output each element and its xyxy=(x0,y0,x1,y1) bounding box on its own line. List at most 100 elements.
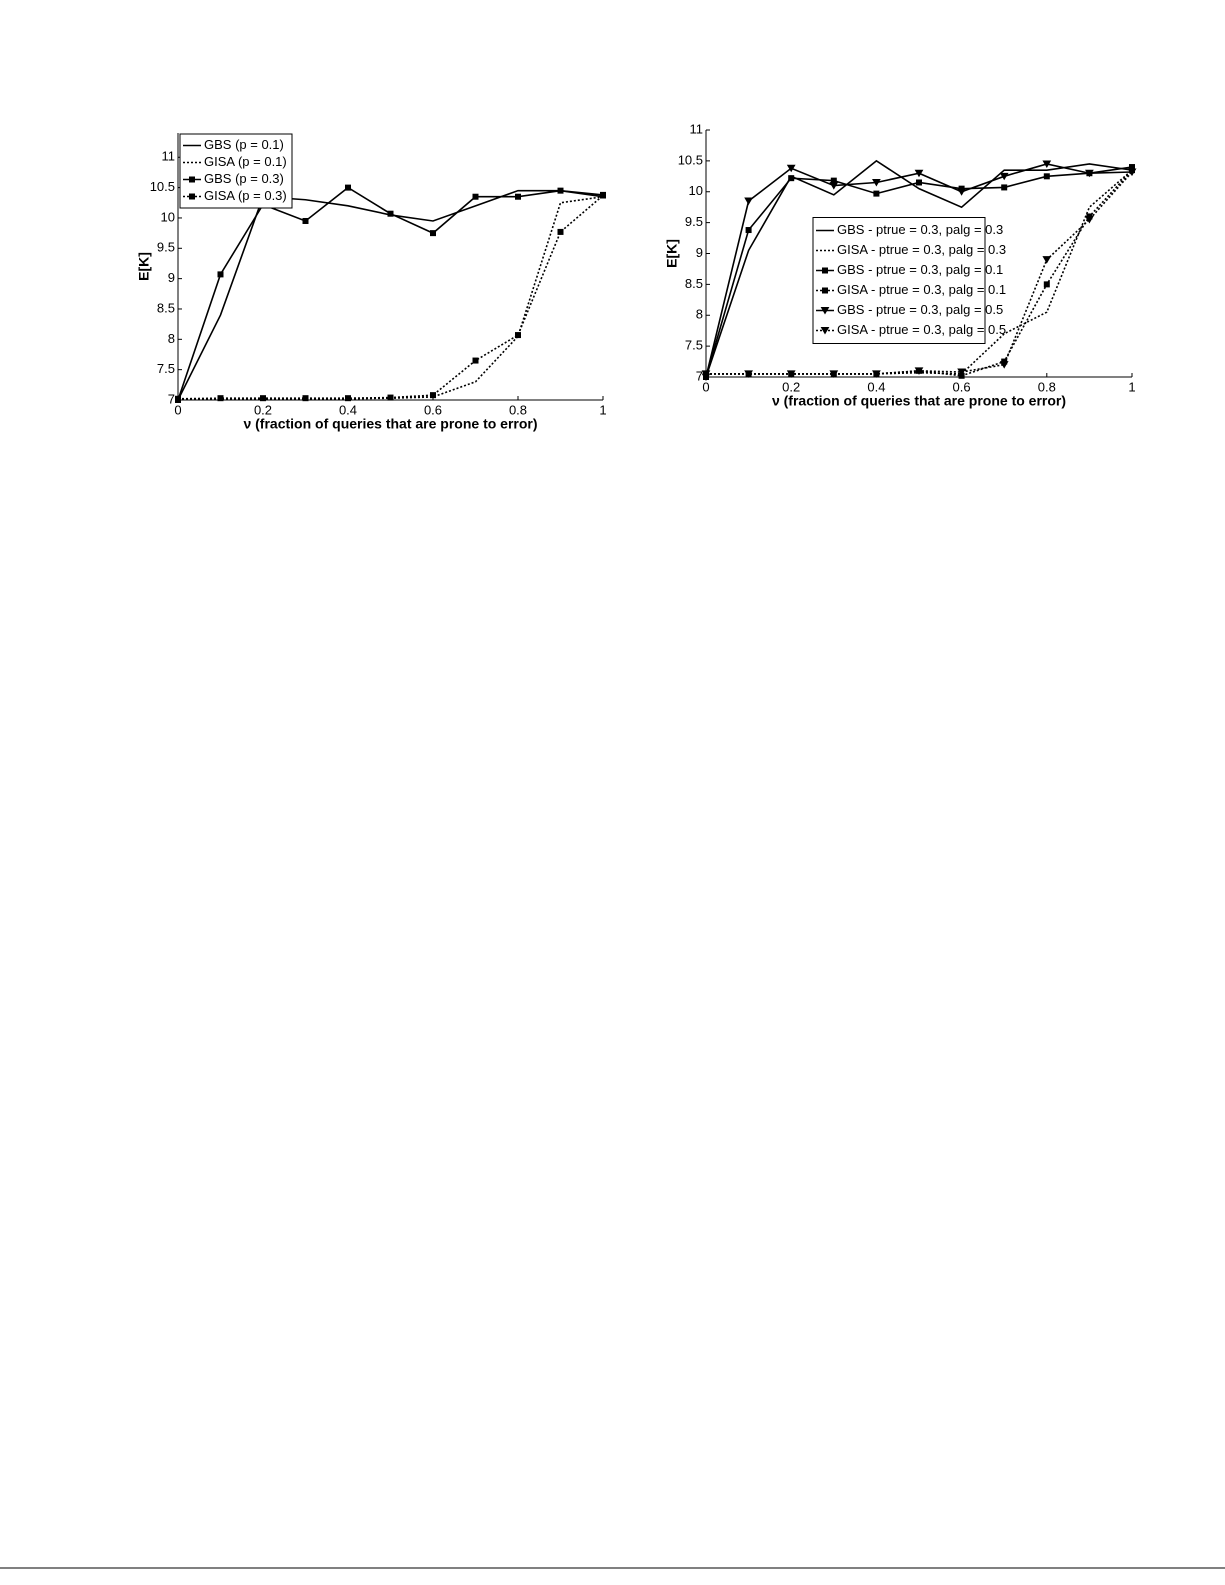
marker xyxy=(1085,216,1094,224)
y-tick-label: 11 xyxy=(690,121,704,136)
marker xyxy=(515,193,521,200)
x-tick-label: 0.6 xyxy=(953,379,971,394)
marker xyxy=(430,392,436,399)
marker xyxy=(345,395,351,402)
marker xyxy=(1127,168,1137,176)
y-tick-label: 8.5 xyxy=(685,276,703,291)
y-tick-label: 9 xyxy=(696,245,703,260)
series-line xyxy=(178,195,604,400)
marker xyxy=(600,192,606,199)
x-axis-label: ν (fraction of queries that are prone to… xyxy=(243,416,537,432)
marker xyxy=(1001,184,1008,191)
y-tick-label: 11 xyxy=(162,149,176,164)
legend-label: GBS - ptrue = 0.3, palg = 0.3 xyxy=(837,222,1003,237)
marker xyxy=(822,287,828,294)
legend-label: GISA - ptrue = 0.3, palg = 0.1 xyxy=(837,282,1006,297)
x-axis-label: ν (fraction of queries that are prone to… xyxy=(772,393,1066,409)
marker xyxy=(472,193,479,200)
marker xyxy=(786,370,796,378)
y-tick-label: 8.5 xyxy=(157,300,175,315)
marker xyxy=(387,210,394,217)
x-tick-label: 0.8 xyxy=(1038,379,1056,394)
legend-label: GISA - ptrue = 0.3, palg = 0.5 xyxy=(837,322,1006,337)
marker xyxy=(515,332,521,339)
x-tick-label: 0.4 xyxy=(339,402,357,417)
marker xyxy=(701,370,711,378)
marker xyxy=(557,228,564,235)
marker xyxy=(914,169,924,178)
marker xyxy=(957,188,966,196)
x-tick-label: 1 xyxy=(1128,379,1135,394)
marker xyxy=(1043,173,1050,180)
y-tick-label: 9 xyxy=(168,270,175,285)
marker xyxy=(189,193,195,200)
marker xyxy=(786,164,796,173)
x-tick-label: 0.2 xyxy=(782,379,800,394)
x-tick-label: 1 xyxy=(599,402,606,417)
marker xyxy=(914,367,924,375)
marker xyxy=(820,307,830,315)
legend-label: GISA (p = 0.1) xyxy=(204,154,287,169)
legend-box xyxy=(812,217,986,344)
marker xyxy=(744,197,753,206)
marker xyxy=(345,184,351,191)
series-line xyxy=(177,194,604,400)
marker xyxy=(820,327,830,335)
marker xyxy=(175,395,181,402)
series-line xyxy=(705,159,1133,378)
y-axis-label: E[K] xyxy=(664,239,680,268)
x-tick-label: 0 xyxy=(174,402,181,417)
marker xyxy=(302,395,309,402)
series-line xyxy=(177,186,604,401)
y-tick-label: 10 xyxy=(689,183,703,198)
legend-label: GBS (p = 0.1) xyxy=(204,137,284,152)
marker xyxy=(387,394,394,401)
y-tick-label: 9.5 xyxy=(157,240,175,255)
y-tick-label: 10 xyxy=(161,209,175,224)
marker xyxy=(1085,169,1094,178)
marker xyxy=(745,227,752,234)
legend-label: GISA - ptrue = 0.3, palg = 0.3 xyxy=(837,242,1006,257)
marker xyxy=(189,176,195,183)
y-tick-label: 7.5 xyxy=(157,361,175,376)
y-tick-label: 8 xyxy=(168,331,175,346)
marker xyxy=(873,190,880,197)
marker xyxy=(260,395,266,402)
marker xyxy=(217,271,224,278)
y-tick-label: 10.5 xyxy=(150,179,175,194)
y-tick-label: 7 xyxy=(696,368,703,383)
marker xyxy=(872,178,881,187)
x-tick-label: 0.4 xyxy=(867,379,885,394)
marker xyxy=(822,267,828,274)
legend-label: GBS - ptrue = 0.3, palg = 0.1 xyxy=(837,262,1003,277)
legend-box xyxy=(179,133,293,209)
marker xyxy=(302,217,309,224)
y-tick-label: 10.5 xyxy=(678,152,703,167)
x-tick-label: 0.6 xyxy=(424,402,442,417)
x-tick-label: 0.8 xyxy=(509,402,527,417)
marker xyxy=(1043,281,1050,288)
marker xyxy=(872,370,881,378)
marker xyxy=(957,368,966,377)
legend-label: GISA (p = 0.3) xyxy=(204,188,287,203)
x-tick-label: 0.2 xyxy=(254,402,272,417)
marker xyxy=(829,182,839,190)
y-axis-label: E[K] xyxy=(136,252,152,281)
y-tick-label: 7.5 xyxy=(685,338,703,353)
x-tick-label: 0 xyxy=(702,379,709,394)
marker xyxy=(829,370,839,378)
marker xyxy=(788,175,795,182)
marker xyxy=(557,187,564,194)
legend-label: GBS - ptrue = 0.3, palg = 0.5 xyxy=(837,302,1003,317)
marker xyxy=(999,172,1009,181)
marker xyxy=(217,395,224,402)
y-tick-label: 8 xyxy=(696,307,703,322)
marker xyxy=(1042,256,1052,264)
marker xyxy=(999,361,1009,369)
y-tick-label: 9.5 xyxy=(685,214,703,229)
series-line xyxy=(177,189,604,401)
y-tick-label: 7 xyxy=(168,391,175,406)
marker xyxy=(430,230,436,237)
marker xyxy=(472,357,479,364)
